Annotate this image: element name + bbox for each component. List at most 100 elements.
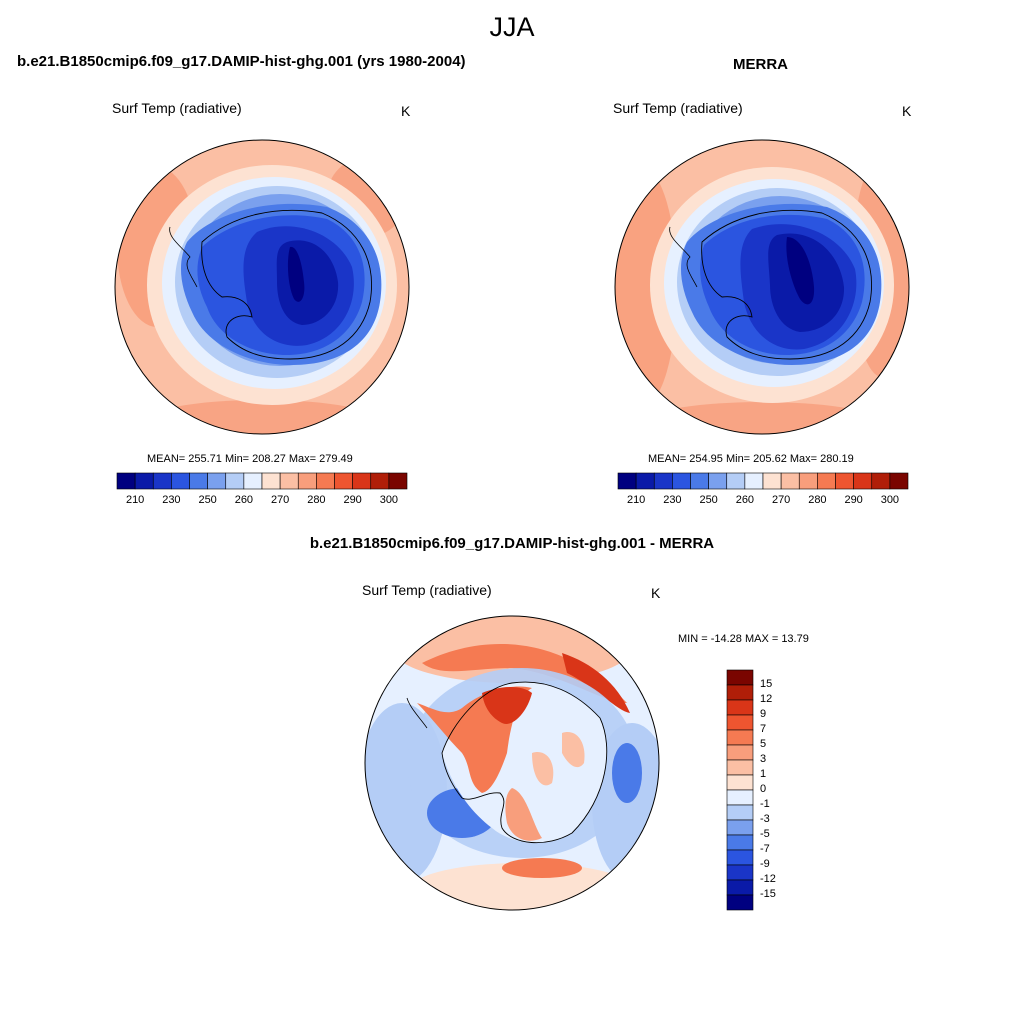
obs-colorbar-tick-label: 300 bbox=[880, 494, 900, 506]
model-colorbar bbox=[116, 472, 408, 490]
season-title: JJA bbox=[489, 12, 535, 42]
obs-colorbar-tick-label: 210 bbox=[626, 494, 646, 506]
obs-colorbar-tick-label: 260 bbox=[735, 494, 755, 506]
model-colorbar-tick-label: 260 bbox=[234, 494, 254, 506]
model-polar-map bbox=[114, 139, 410, 435]
diff-colorbar-tick-label: 12 bbox=[760, 693, 773, 705]
model-colorbar-box bbox=[352, 472, 372, 490]
model-colorbar-box bbox=[134, 472, 154, 490]
diff-colorbar-box bbox=[726, 849, 754, 866]
model-colorbar-box bbox=[225, 472, 245, 490]
diff-colorbar-ticks: 15 12 9 7 5 3 1 0 -1 -3 -5 -7 -9 -12 -15 bbox=[760, 670, 800, 910]
obs-variable-label: Surf Temp (radiative) bbox=[613, 100, 743, 116]
obs-colorbar-ticks: 210 230 250 260 270 280 290 300 bbox=[618, 494, 908, 508]
model-colorbar-tick-label: 300 bbox=[379, 494, 399, 506]
model-colorbar-box bbox=[243, 472, 263, 490]
model-colorbar-tick-label: 280 bbox=[307, 494, 326, 506]
model-colorbar-box bbox=[334, 472, 353, 490]
diff-colorbar-box bbox=[726, 684, 754, 701]
obs-colorbar-box bbox=[817, 472, 836, 490]
obs-colorbar-box bbox=[690, 472, 709, 490]
obs-colorbar-tick-label: 290 bbox=[844, 494, 863, 506]
model-colorbar-box bbox=[152, 472, 172, 490]
diff-colorbar-tick-label: 5 bbox=[760, 738, 767, 750]
diff-colorbar-tick-label: -7 bbox=[760, 843, 770, 855]
model-colorbar-box bbox=[279, 472, 299, 490]
diff-colorbar-tick-label: -15 bbox=[760, 888, 776, 900]
diff-colorbar-tick-label: -1 bbox=[760, 798, 770, 810]
diff-colorbar-box bbox=[726, 804, 754, 821]
obs-colorbar-box bbox=[635, 472, 655, 490]
diff-colorbar-box bbox=[726, 834, 754, 851]
diff-colorbar-tick-label: 3 bbox=[760, 753, 767, 765]
obs-colorbar bbox=[617, 472, 909, 490]
obs-colorbar-box bbox=[871, 472, 891, 490]
diff-colorbar-tick-label: 15 bbox=[760, 678, 773, 690]
diff-colorbar-box bbox=[726, 714, 754, 731]
obs-colorbar-box bbox=[835, 472, 854, 490]
diff-colorbar-box bbox=[726, 699, 754, 716]
model-colorbar-box bbox=[261, 472, 281, 490]
diff-colorbar-tick-label: -12 bbox=[760, 873, 776, 885]
diff-stats: MIN = -14.28 MAX = 13.79 bbox=[678, 633, 809, 645]
obs-colorbar-tick-label: 250 bbox=[699, 494, 718, 506]
obs-colorbar-tick-label: 230 bbox=[663, 494, 682, 506]
diff-colorbar-tick-label: -5 bbox=[760, 828, 770, 840]
diff-colorbar-tick-label: 0 bbox=[760, 783, 767, 795]
diff-colorbar-box bbox=[726, 774, 754, 791]
diff-colorbar-box bbox=[726, 864, 754, 881]
diff-colorbar-box bbox=[726, 879, 754, 896]
model-colorbar-box bbox=[370, 472, 390, 490]
obs-polar-map bbox=[614, 139, 910, 435]
diff-colorbar-box bbox=[726, 894, 754, 911]
obs-colorbar-box bbox=[653, 472, 673, 490]
model-colorbar-tick-label: 230 bbox=[162, 494, 181, 506]
model-colorbar-box bbox=[388, 472, 408, 490]
diff-colorbar-box bbox=[726, 819, 754, 836]
diff-colorbar-box bbox=[726, 729, 754, 746]
model-stats: MEAN= 255.71 Min= 208.27 Max= 279.49 bbox=[147, 453, 353, 465]
model-colorbar-box bbox=[189, 472, 208, 490]
model-panel-title: b.e21.B1850cmip6.f09_g17.DAMIP-hist-ghg.… bbox=[17, 53, 466, 70]
obs-units-label: K bbox=[902, 103, 912, 119]
obs-colorbar-box bbox=[617, 472, 637, 490]
diff-panel-title: b.e21.B1850cmip6.f09_g17.DAMIP-hist-ghg.… bbox=[309, 535, 715, 552]
obs-colorbar-box bbox=[672, 472, 691, 490]
diff-colorbar-box bbox=[726, 789, 754, 806]
obs-panel-title: MERRA bbox=[733, 56, 788, 73]
diff-colorbar-tick-label: 7 bbox=[760, 723, 767, 735]
model-colorbar-tick-label: 270 bbox=[270, 494, 290, 506]
diff-variable-label: Surf Temp (radiative) bbox=[362, 582, 492, 598]
model-colorbar-box bbox=[171, 472, 190, 490]
diff-colorbar-box bbox=[726, 669, 754, 686]
model-colorbar-box bbox=[207, 472, 227, 490]
model-colorbar-box bbox=[297, 472, 317, 490]
obs-colorbar-box bbox=[798, 472, 818, 490]
diff-colorbar-box bbox=[726, 759, 754, 776]
obs-colorbar-box bbox=[780, 472, 800, 490]
model-colorbar-box bbox=[316, 472, 335, 490]
diff-colorbar-tick-label: -3 bbox=[760, 813, 770, 825]
diff-colorbar-tick-label: 1 bbox=[760, 768, 767, 780]
model-colorbar-ticks: 210 230 250 260 270 280 290 300 bbox=[117, 494, 407, 508]
obs-colorbar-box bbox=[853, 472, 873, 490]
diff-units-label: K bbox=[651, 585, 661, 601]
obs-colorbar-box bbox=[726, 472, 746, 490]
obs-colorbar-tick-label: 270 bbox=[771, 494, 791, 506]
obs-colorbar-box bbox=[762, 472, 782, 490]
model-colorbar-tick-label: 210 bbox=[125, 494, 145, 506]
obs-colorbar-tick-label: 280 bbox=[808, 494, 827, 506]
diff-colorbar-tick-label: 9 bbox=[760, 708, 767, 720]
diff-colorbar bbox=[726, 669, 754, 911]
model-colorbar-tick-label: 290 bbox=[343, 494, 362, 506]
obs-colorbar-box bbox=[744, 472, 764, 490]
model-variable-label: Surf Temp (radiative) bbox=[112, 100, 242, 116]
model-colorbar-box bbox=[116, 472, 136, 490]
diff-polar-map bbox=[364, 615, 660, 911]
diff-colorbar-box bbox=[726, 744, 754, 761]
diff-colorbar-tick-label: -9 bbox=[760, 858, 770, 870]
model-colorbar-tick-label: 250 bbox=[198, 494, 217, 506]
obs-colorbar-box bbox=[889, 472, 909, 490]
obs-stats: MEAN= 254.95 Min= 205.62 Max= 280.19 bbox=[648, 453, 854, 465]
model-units-label: K bbox=[401, 103, 411, 119]
